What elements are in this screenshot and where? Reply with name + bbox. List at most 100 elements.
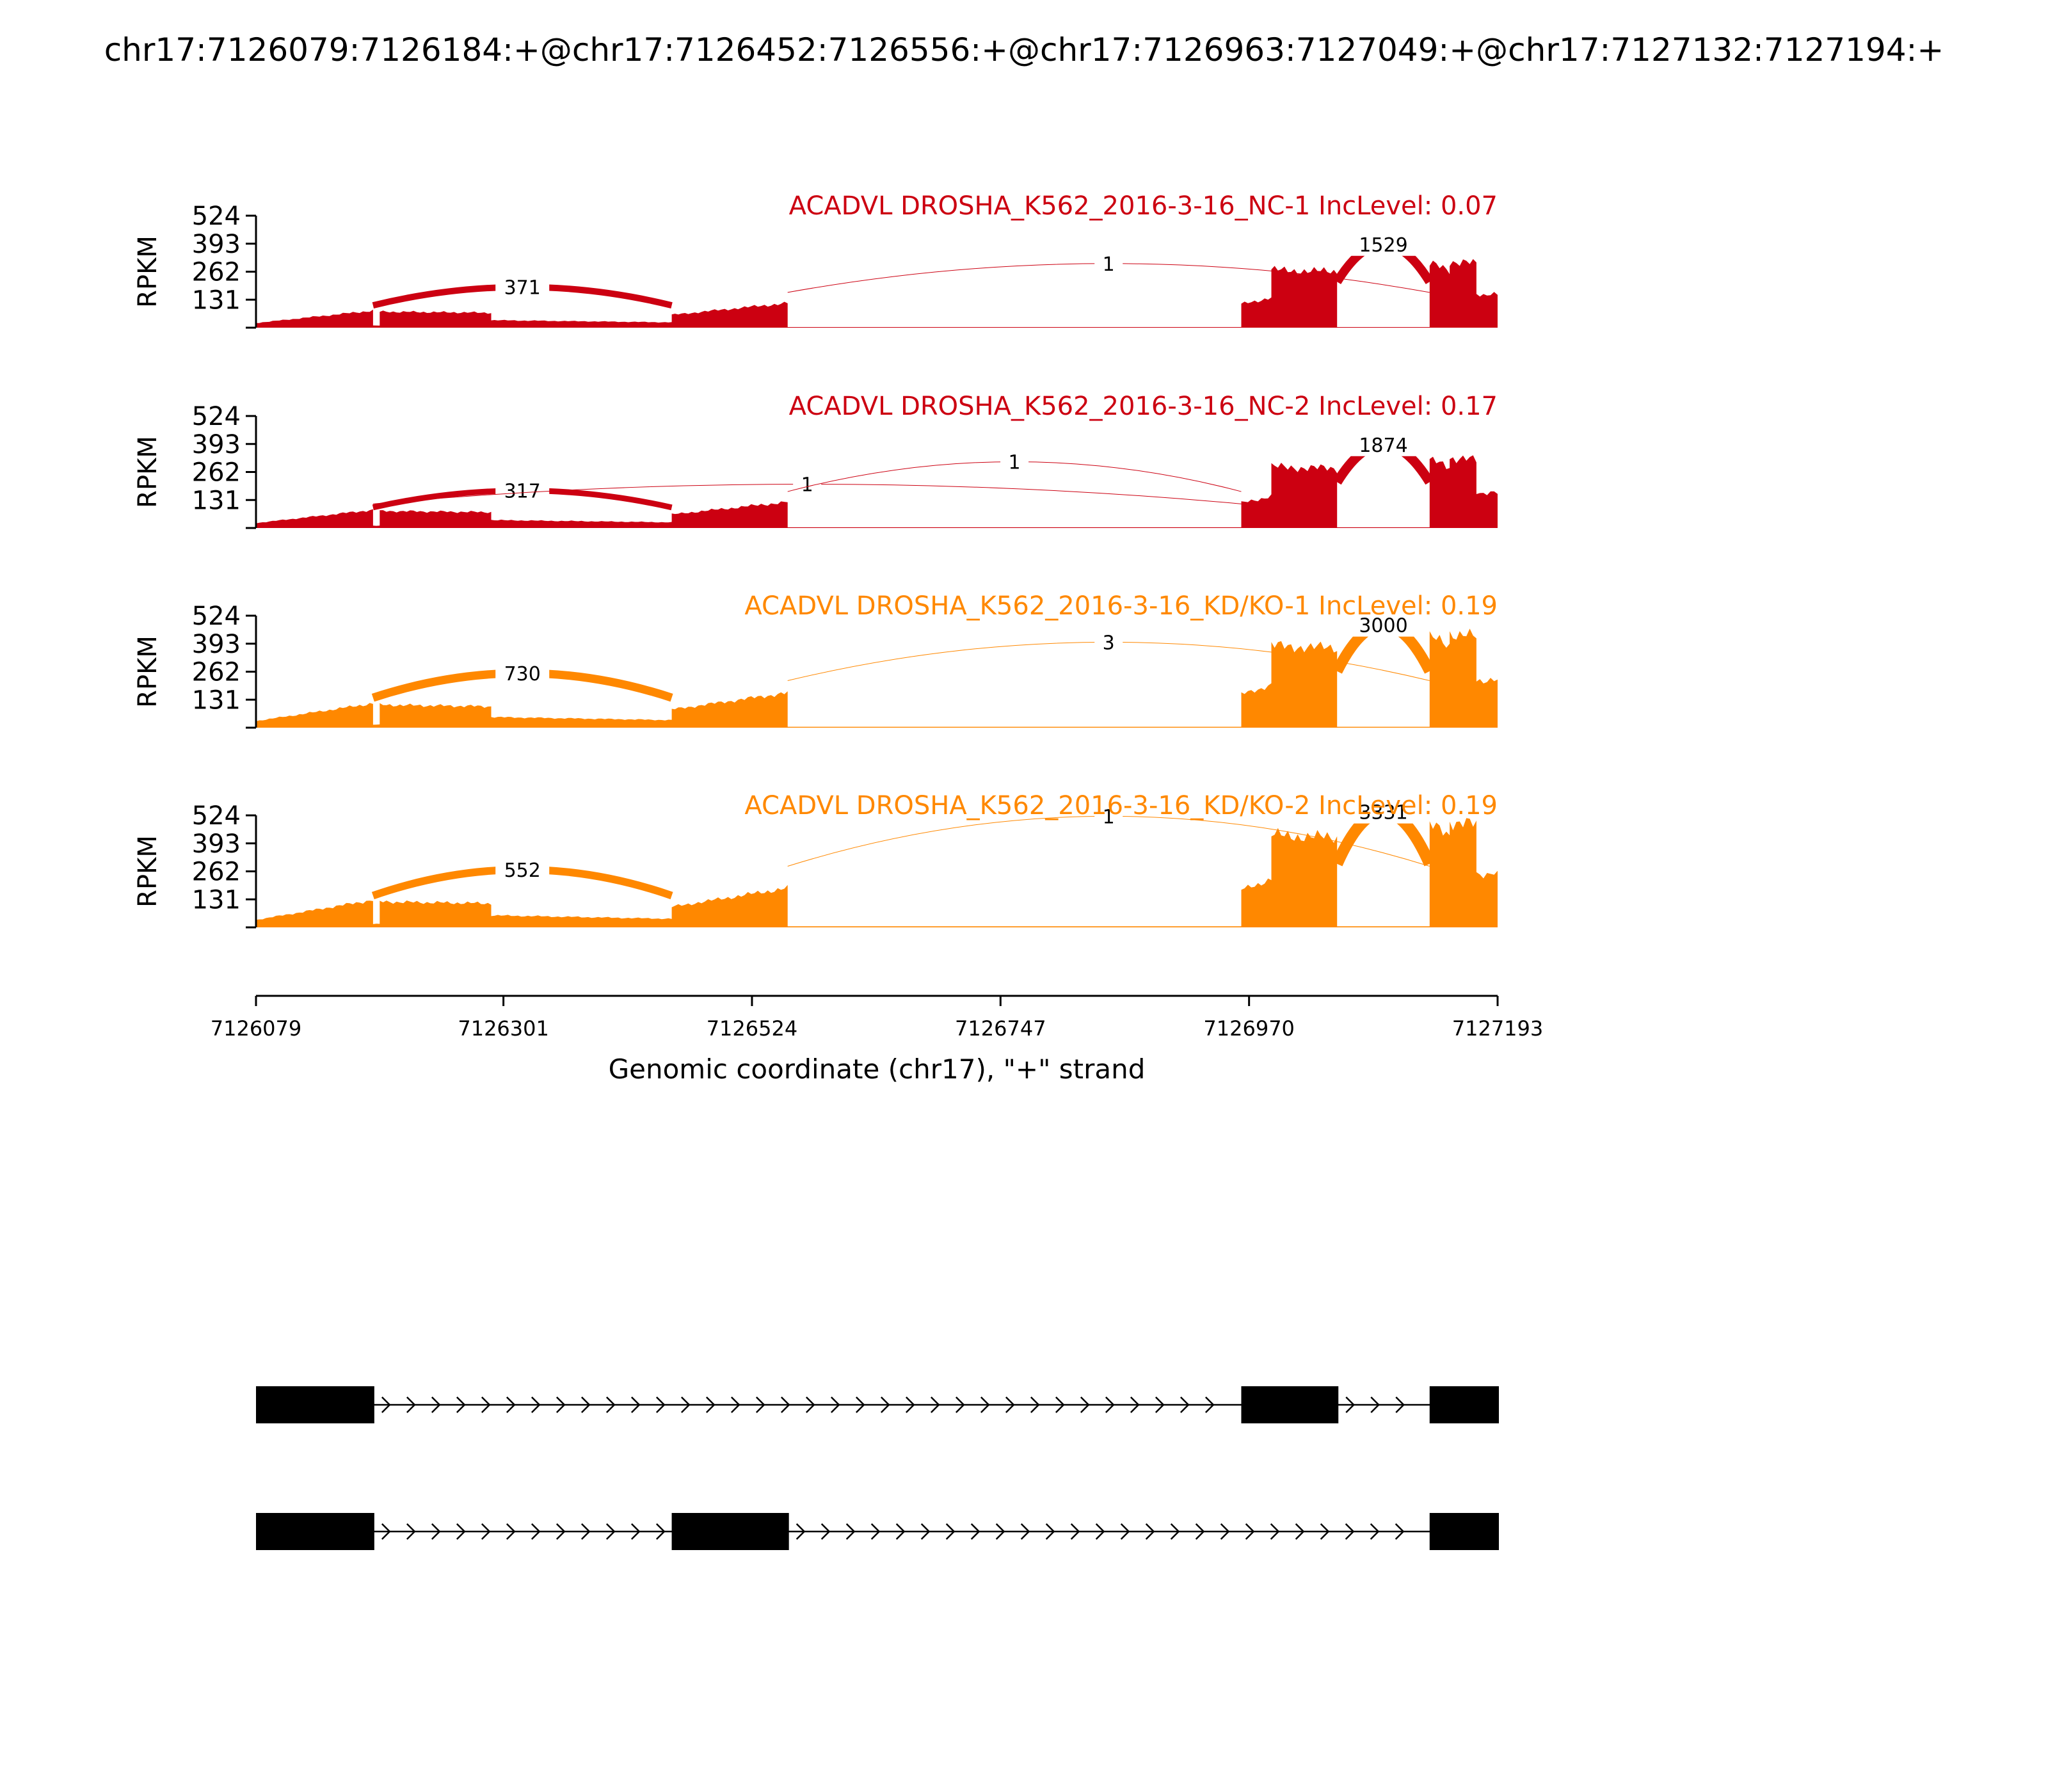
junction-label: 371 xyxy=(504,277,541,300)
junction-label-bg xyxy=(495,273,550,299)
strand-arrow xyxy=(431,1523,441,1540)
y-axis-label: RPKM xyxy=(133,835,163,908)
junction-label-bg xyxy=(1094,802,1123,828)
coverage-area xyxy=(256,628,1498,728)
exon-block xyxy=(1241,1386,1339,1423)
strand-arrow xyxy=(905,1396,915,1413)
y-tick-label: 262 xyxy=(192,258,241,287)
junction-label-bg xyxy=(1094,628,1123,654)
y-tick-label: 131 xyxy=(192,685,241,715)
junction-label-bg xyxy=(495,855,550,881)
strand-arrow xyxy=(1204,1396,1215,1413)
strand-arrow xyxy=(1395,1523,1405,1540)
panel-title: ACADVL DROSHA_K562_2016-3-16_KD/KO-2 Inc… xyxy=(744,791,1498,820)
junction-label-bg xyxy=(495,659,550,685)
coverage-area xyxy=(256,455,1498,528)
coverage-area xyxy=(256,818,1498,927)
strand-arrow xyxy=(506,1523,516,1540)
y-tick-label: 524 xyxy=(192,202,241,231)
strand-arrow xyxy=(870,1523,881,1540)
strand-arrow xyxy=(1220,1523,1230,1540)
junction-label: 1874 xyxy=(1359,435,1407,457)
junction-label-bg xyxy=(495,476,550,502)
strand-arrow xyxy=(580,1396,591,1413)
strand-arrow xyxy=(830,1396,840,1413)
junction-label-bg xyxy=(1350,611,1417,637)
panel-title: ACADVL DROSHA_K562_2016-3-16_NC-1 IncLev… xyxy=(789,191,1498,221)
junction-label: 552 xyxy=(504,860,541,882)
y-tick-label: 393 xyxy=(192,829,241,859)
junction-label: 3331 xyxy=(1359,802,1407,824)
strand-arrow xyxy=(945,1523,956,1540)
strand-arrow xyxy=(630,1523,641,1540)
strand-arrow xyxy=(796,1523,806,1540)
x-tick-label: 7126079 xyxy=(211,1016,302,1041)
strand-arrow xyxy=(1395,1396,1405,1413)
strand-arrow xyxy=(980,1396,990,1413)
junction-label: 1 xyxy=(801,474,813,497)
strand-arrow xyxy=(456,1523,466,1540)
x-tick-label: 7127193 xyxy=(1452,1016,1544,1041)
strand-arrow xyxy=(630,1396,641,1413)
junction-label: 317 xyxy=(504,481,541,503)
y-axis-label: RPKM xyxy=(133,636,163,708)
junction-label: 1 xyxy=(1103,806,1115,828)
junction-label: 1 xyxy=(1103,253,1115,276)
strand-arrow xyxy=(1180,1396,1190,1413)
strand-arrow xyxy=(506,1396,516,1413)
strand-arrow xyxy=(880,1396,890,1413)
strand-arrow xyxy=(1145,1523,1155,1540)
junction-label: 730 xyxy=(504,663,541,685)
exon-block xyxy=(1429,1386,1499,1423)
exon-block xyxy=(256,1386,374,1423)
y-tick-label: 393 xyxy=(192,630,241,659)
isoform-1 xyxy=(256,1386,1499,1423)
strand-arrow xyxy=(1345,1523,1355,1540)
y-tick-label: 524 xyxy=(192,402,241,431)
strand-arrow xyxy=(456,1396,466,1413)
strand-arrow xyxy=(1070,1523,1080,1540)
strand-arrow xyxy=(970,1523,980,1540)
strand-arrow xyxy=(381,1523,391,1540)
junction-label: 1529 xyxy=(1359,234,1407,257)
junction-label-bg xyxy=(1350,430,1417,456)
strand-arrow xyxy=(1195,1523,1205,1540)
y-tick-label: 131 xyxy=(192,885,241,915)
strand-arrow xyxy=(381,1396,391,1413)
strand-arrow xyxy=(955,1396,965,1413)
coverage-area xyxy=(256,259,1498,328)
x-tick-label: 7126524 xyxy=(707,1016,798,1041)
strand-arrow xyxy=(845,1523,856,1540)
strand-arrow xyxy=(1370,1523,1380,1540)
y-tick-label: 524 xyxy=(192,801,241,831)
strand-arrow xyxy=(1045,1523,1055,1540)
strand-arrow xyxy=(805,1396,815,1413)
strand-arrow xyxy=(406,1396,416,1413)
junction-label: 1 xyxy=(1009,451,1021,474)
exon-block xyxy=(671,1513,789,1550)
junction-label-bg xyxy=(1350,797,1417,824)
junction-label: 3000 xyxy=(1359,615,1407,637)
strand-arrow xyxy=(705,1396,716,1413)
strand-arrow xyxy=(895,1523,906,1540)
strand-arrow xyxy=(920,1523,931,1540)
y-tick-label: 262 xyxy=(192,858,241,887)
strand-arrow xyxy=(531,1523,541,1540)
strand-arrow xyxy=(1095,1523,1105,1540)
strand-arrow xyxy=(556,1396,566,1413)
strand-arrow xyxy=(605,1396,616,1413)
strand-arrow xyxy=(580,1523,591,1540)
strand-arrow xyxy=(930,1396,940,1413)
strand-arrow xyxy=(820,1523,831,1540)
y-axis-label: RPKM xyxy=(133,436,163,508)
panel-title: ACADVL DROSHA_K562_2016-3-16_NC-2 IncLev… xyxy=(789,392,1498,421)
y-tick-label: 524 xyxy=(192,602,241,631)
strand-arrow xyxy=(406,1523,416,1540)
strand-arrow xyxy=(995,1523,1005,1540)
strand-arrow xyxy=(1320,1523,1330,1540)
